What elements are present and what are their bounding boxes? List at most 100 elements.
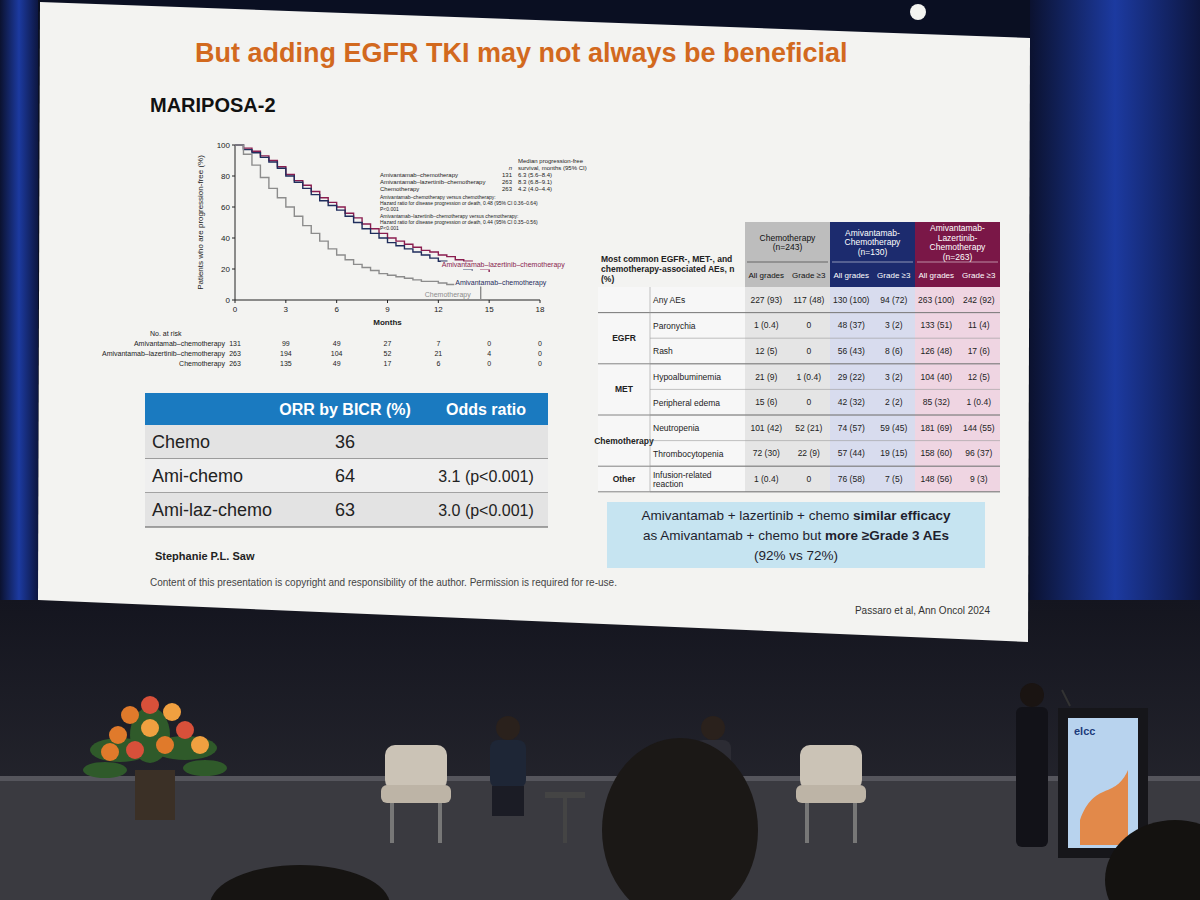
- ae-term: Thrombocytopenia: [653, 449, 724, 459]
- at-risk-value: 0: [487, 340, 491, 347]
- legend-row-median: 8.3 (6.8–9.1): [518, 179, 552, 185]
- y-tick-label: 40: [221, 234, 230, 243]
- orr-header-bg: [145, 393, 548, 425]
- at-risk-value: 49: [333, 340, 341, 347]
- x-tick-label: 3: [284, 305, 289, 314]
- ae-cell: 242 (92): [963, 295, 995, 305]
- x-tick: [540, 300, 541, 303]
- room: [0, 0, 1200, 900]
- ae-cell: 21 (9): [755, 372, 777, 382]
- ae-cell: 117 (48): [793, 295, 824, 305]
- label-line: Chemotherapy: [760, 233, 817, 243]
- ae-column-header: Amivantamab-Lazertinib-Chemotherapy(n=26…: [930, 223, 987, 262]
- km-curve: [235, 145, 472, 271]
- x-tick: [285, 300, 286, 303]
- label-line: (n=130): [858, 247, 888, 257]
- curve-label: Chemotherapy: [425, 291, 471, 299]
- y-tick: [232, 176, 235, 177]
- ae-section-line: [598, 491, 1000, 492]
- at-risk-value: 104: [331, 350, 343, 357]
- y-tick: [232, 238, 235, 239]
- ae-cell: 15 (6): [755, 397, 777, 407]
- speaker-body: [1016, 707, 1048, 847]
- label-line: Rash: [653, 346, 673, 356]
- label-line: Grade ≥3: [962, 271, 996, 280]
- ae-cell: 181 (69): [920, 423, 952, 433]
- ae-group: Other: [613, 474, 636, 484]
- ae-row-header: Most common EGFR-, MET-, andchemotherapy…: [601, 254, 734, 284]
- orr-odds-ratio: 3.1 (p<0.001): [438, 468, 534, 485]
- legend-header: n: [509, 165, 513, 171]
- ae-term: Neutropenia: [653, 423, 700, 433]
- author: Stephanie P.L. Saw: [155, 550, 255, 562]
- ae-cell: 17 (6): [968, 346, 990, 356]
- at-risk-value: 17: [384, 360, 392, 367]
- label-patch: [441, 261, 566, 269]
- podium-logo: elcc: [1074, 725, 1095, 737]
- label-line: reaction: [653, 479, 684, 489]
- copyright: Content of this presentation is copyrigh…: [150, 577, 617, 588]
- y-axis: [235, 145, 236, 300]
- flower: [156, 736, 174, 754]
- microphone: [1062, 690, 1070, 706]
- at-risk-name: Chemotherapy: [179, 360, 225, 368]
- ae-cell: 1 (0.4): [966, 397, 991, 407]
- ae-cell: 1 (0.4): [796, 372, 821, 382]
- ae-cell: 0: [806, 474, 811, 484]
- ae-row-line: [650, 440, 1000, 441]
- at-risk-value: 135: [280, 360, 292, 367]
- at-risk-name: Amivantamab–chemotherapy: [134, 340, 226, 348]
- orr-value: 36: [335, 432, 355, 452]
- flower: [101, 743, 119, 761]
- ae-group: MET: [615, 384, 634, 394]
- ae-row-line: [650, 389, 1000, 390]
- chair-leg: [390, 803, 394, 843]
- at-risk-value: 263: [229, 350, 241, 357]
- orr-value: 63: [335, 500, 355, 520]
- flower: [126, 741, 144, 759]
- ae-section-line: [598, 466, 1000, 467]
- ae-section-line: [598, 363, 1000, 364]
- ae-column-header: Chemotherapy(n=243): [760, 233, 817, 253]
- chair-leg: [805, 803, 809, 843]
- ae-cell: 48 (37): [838, 320, 865, 330]
- ae-cell: 12 (5): [968, 372, 990, 382]
- label-line: Amivantamab-: [845, 228, 900, 238]
- ae-cell: 101 (42): [750, 423, 782, 433]
- ae-term: Rash: [653, 346, 673, 356]
- callout-box: [607, 502, 985, 568]
- flower: [163, 703, 181, 721]
- callout-line: as Amivantamab + chemo but more ≥Grade 3…: [643, 528, 949, 543]
- leaf: [183, 760, 227, 776]
- ae-column-header-bg: [745, 222, 830, 287]
- chair-back: [385, 745, 447, 790]
- label-line: Amivantamab-: [930, 223, 985, 233]
- orr-header: ORR by BICR (%): [279, 401, 411, 418]
- at-risk-value: 0: [538, 360, 542, 367]
- stage-back: [0, 600, 1200, 900]
- ae-subcolumn-header: Grade ≥3: [792, 271, 826, 280]
- at-risk-value: 49: [333, 360, 341, 367]
- ae-cell: 11 (4): [968, 320, 990, 330]
- ae-group: Chemotherapy: [594, 436, 654, 446]
- ae-term: Paronychia: [653, 321, 696, 331]
- curve-label-group: Chemotherapy: [424, 291, 472, 299]
- y-tick: [232, 145, 235, 146]
- ae-cell: 9 (3): [970, 474, 988, 484]
- label-line: All grades: [833, 271, 869, 280]
- side-table-leg: [563, 798, 567, 843]
- side-table: [545, 792, 585, 798]
- x-axis-title: Months: [373, 318, 402, 327]
- legend-row-name: Chemotherapy: [380, 186, 419, 192]
- at-risk-value: 99: [282, 340, 290, 347]
- y-tick: [232, 269, 235, 270]
- ae-cell: 22 (9): [798, 448, 820, 458]
- at-risk-value: 7: [436, 340, 440, 347]
- ae-cell: 130 (100): [833, 295, 870, 305]
- chair-leg: [853, 803, 857, 843]
- ae-cell: 96 (37): [965, 448, 992, 458]
- legend-row-n: 131: [502, 172, 513, 178]
- podium-graphic: [1080, 770, 1128, 845]
- ae-cell: 0: [806, 397, 811, 407]
- flower: [191, 736, 209, 754]
